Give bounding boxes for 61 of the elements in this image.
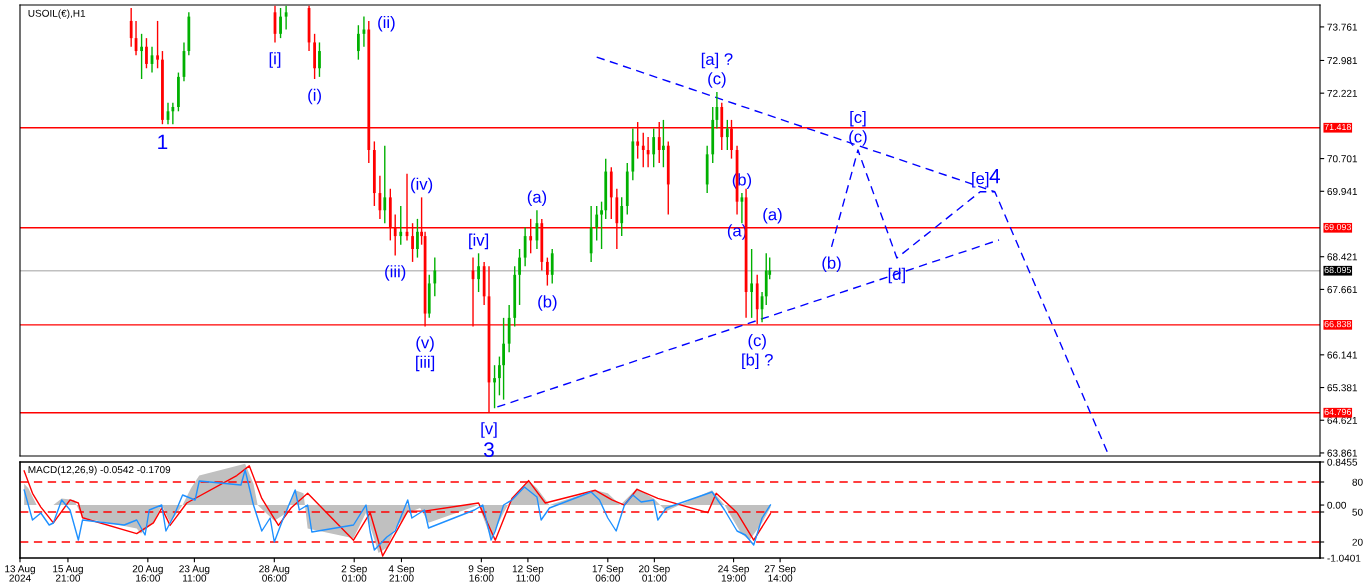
annotation: [a] ?: [701, 52, 733, 69]
ref-line-label: 69.093: [1324, 223, 1351, 231]
y2-tick-label: 50: [1352, 508, 1363, 516]
annotation: [d]: [888, 267, 905, 284]
x-tick-label: 27 Sep 14:00: [764, 565, 796, 582]
x-tick-label: 17 Sep 06:00: [592, 565, 624, 582]
annotation: [iii]: [416, 355, 435, 372]
y-tick-label: 69.941: [1327, 187, 1358, 196]
annotation: [iv]: [469, 233, 489, 250]
annotation: (ii): [378, 15, 395, 32]
annotation: (b): [822, 256, 841, 273]
annotation: (c): [708, 72, 726, 88]
annotation: (a): [763, 208, 782, 224]
y-tick-label: 73.761: [1327, 23, 1358, 31]
annotation: (c): [849, 130, 867, 146]
annotation: (iv): [411, 177, 433, 194]
annotation: [e]: [972, 172, 989, 188]
ref-line-label: 68.095: [1324, 266, 1351, 274]
chart-title: USOIL(€),H1: [28, 9, 86, 19]
x-tick-label: 20 Sep 01:00: [639, 565, 670, 582]
y-tick-label: 65.381: [1327, 384, 1358, 392]
y-tick-label: 63.861: [1327, 449, 1358, 457]
x-tick-label: 2 Sep 01:00: [341, 565, 367, 582]
y-tick-label: 67.661: [1327, 286, 1358, 294]
y2-tick-label: 80: [1352, 478, 1363, 486]
annotation: (a): [527, 190, 547, 207]
annotation: (iii): [385, 265, 406, 281]
y-tick-label: 0.8455: [1327, 458, 1358, 466]
annotation: 4: [989, 168, 1001, 184]
y-tick-label: 64.621: [1327, 416, 1358, 424]
y-tick-label: 72.981: [1327, 57, 1358, 65]
y2-tick-label: 20: [1352, 538, 1363, 546]
x-tick-label: 15 Aug 21:00: [53, 565, 83, 582]
annotation: (c): [748, 334, 766, 350]
annotation: [v]: [481, 422, 497, 438]
y-tick-label: 72.221: [1327, 89, 1358, 97]
ref-line-label: 64.796: [1324, 408, 1351, 416]
x-tick-label: 9 Sep 16:00: [468, 565, 495, 582]
annotation: (v): [416, 336, 434, 352]
ref-line-label: 66.838: [1324, 320, 1351, 328]
ref-line-label: 71.418: [1324, 123, 1351, 131]
chart-title: MACD(12,26,9) -0.0542 -0.1709: [28, 465, 171, 476]
annotation: (b): [538, 295, 557, 311]
annotation: [b] ?: [742, 353, 773, 370]
x-tick-label: 24 Sep 19:00: [718, 565, 749, 582]
y-tick-label: 66.141: [1327, 351, 1358, 359]
annotation: [i]: [269, 52, 281, 68]
annotation: 3: [484, 442, 494, 457]
x-tick-label: 23 Aug 11:00: [179, 565, 210, 582]
y-tick-label: 70.701: [1327, 155, 1358, 163]
x-tick-label: 20 Aug 16:00: [132, 565, 163, 582]
x-tick-label: 4 Sep 21:00: [388, 565, 415, 582]
annotation: 1: [158, 134, 168, 150]
y-tick-label: -1.0401: [1327, 554, 1361, 562]
x-tick-label: 28 Aug 06:00: [259, 565, 290, 582]
x-tick-label: 13 Aug 2024: [5, 565, 35, 582]
y-tick-label: 0.00: [1327, 501, 1347, 509]
y-tick-label: 68.421: [1327, 253, 1358, 261]
annotation: [c]: [850, 110, 866, 127]
x-tick-label: 12 Sep 11:00: [512, 565, 544, 582]
annotation: (i): [308, 88, 321, 105]
